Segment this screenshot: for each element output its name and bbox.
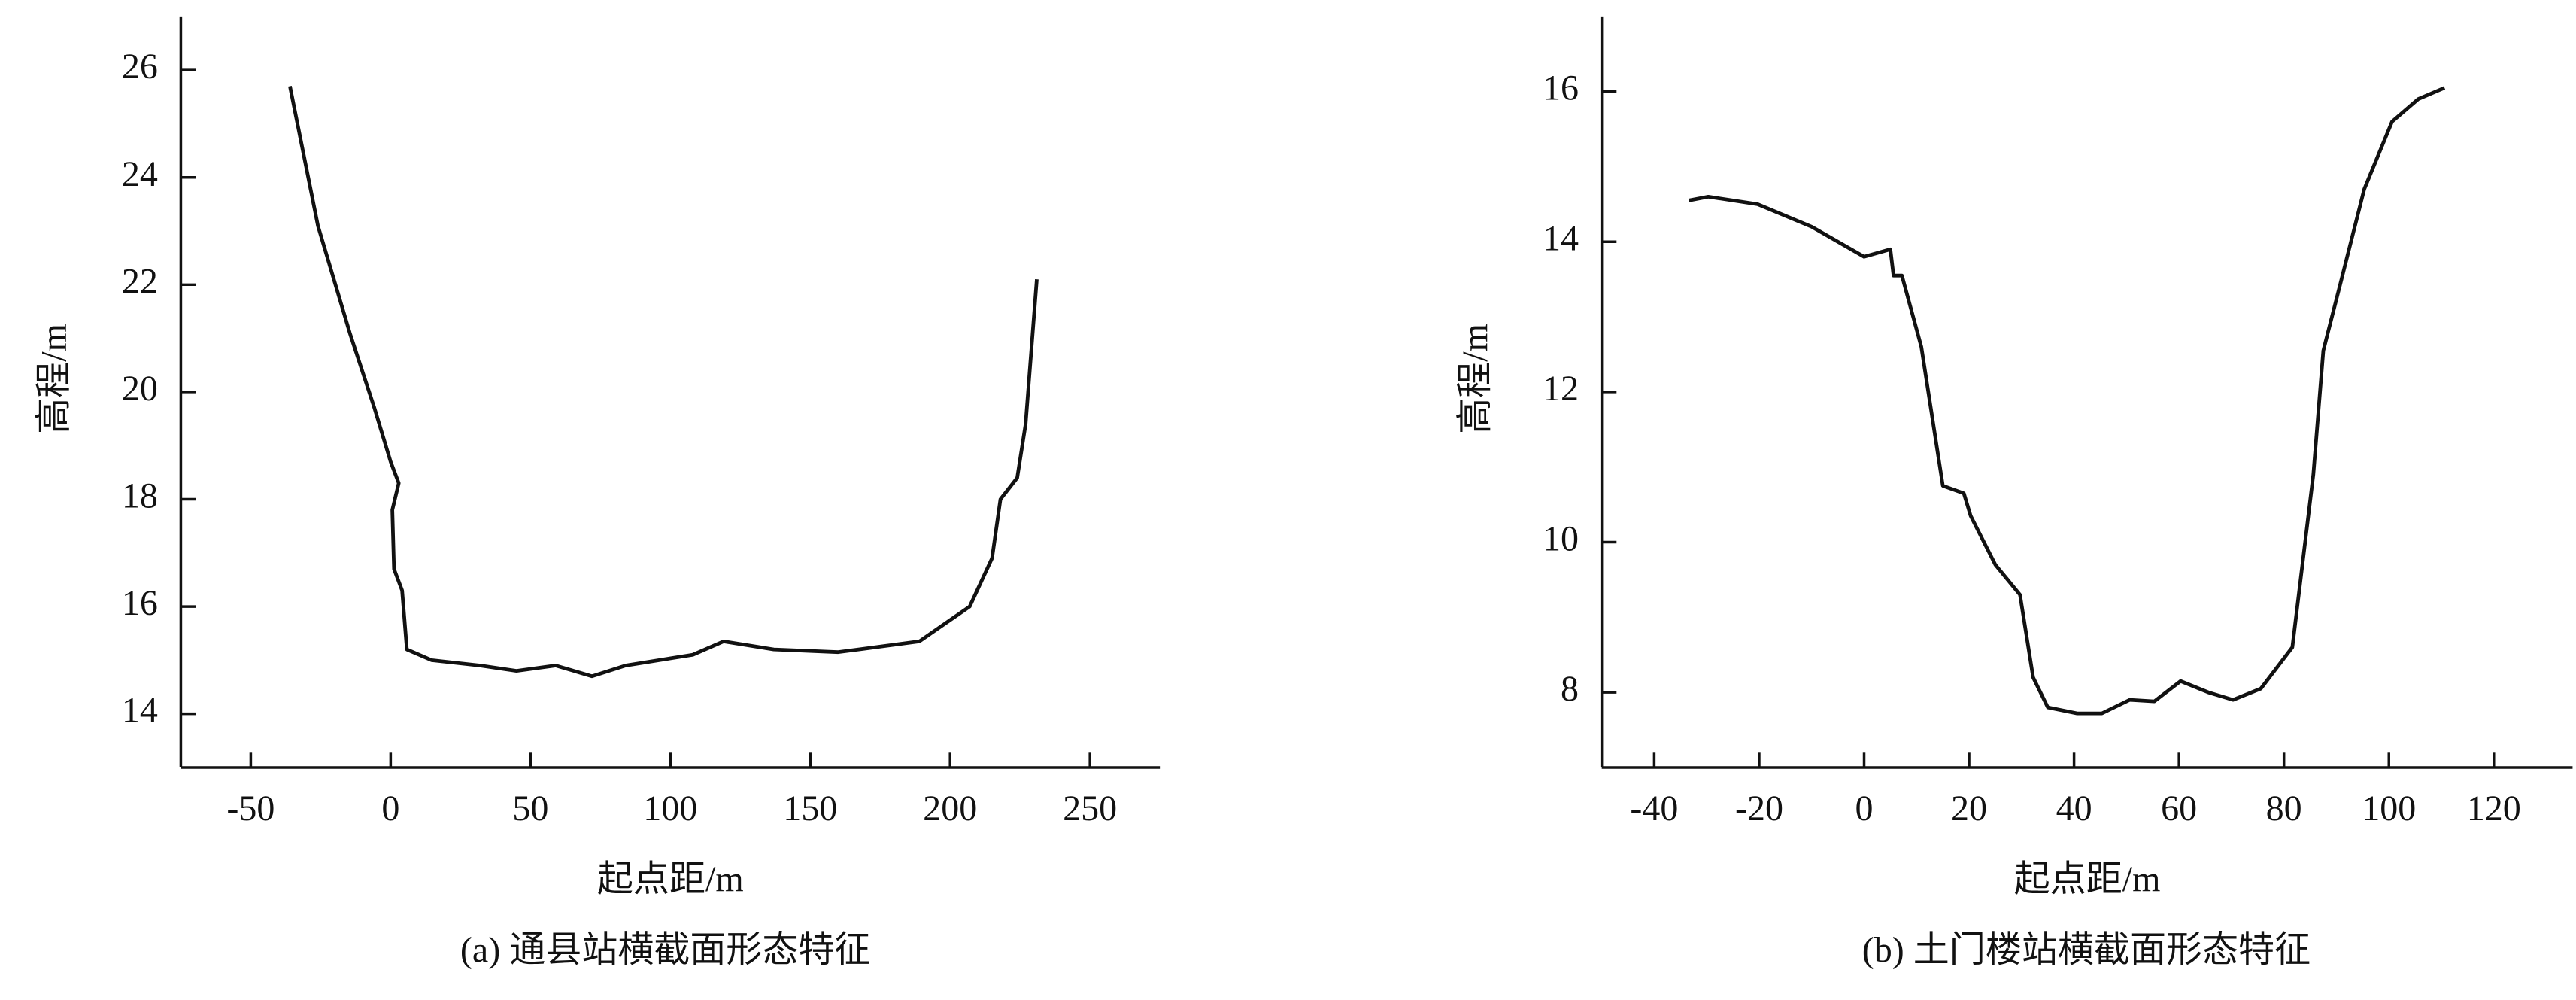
x-tick-label: 200 bbox=[923, 789, 977, 828]
y-tick-label: 16 bbox=[122, 583, 158, 623]
x-tick-label: -50 bbox=[226, 789, 275, 828]
y-tick-label: 26 bbox=[122, 47, 158, 87]
y-tick-label: 22 bbox=[122, 261, 158, 301]
y-axis-label: 高程/m bbox=[35, 324, 74, 434]
x-tick-label: 120 bbox=[2467, 789, 2521, 828]
data-line bbox=[1689, 86, 2446, 716]
y-tick-label: 10 bbox=[1543, 519, 1579, 559]
x-tick-label: -40 bbox=[1630, 789, 1678, 828]
x-tick-label: 20 bbox=[1951, 789, 1987, 828]
x-tick-label: 0 bbox=[1855, 789, 1874, 828]
y-tick-label: 12 bbox=[1543, 369, 1579, 409]
y-tick-label: 16 bbox=[1543, 68, 1579, 108]
x-tick-label: 60 bbox=[2161, 789, 2197, 828]
y-tick-label: 24 bbox=[122, 154, 158, 194]
y-tick-label: 8 bbox=[1561, 669, 1579, 709]
x-tick-label: 100 bbox=[2362, 789, 2416, 828]
x-tick-label: 50 bbox=[512, 789, 548, 828]
y-tick-label: 18 bbox=[122, 476, 158, 516]
caption: (b) 土门楼站横截面形态特征 bbox=[1862, 930, 2311, 970]
x-axis-label: 起点距/m bbox=[2014, 859, 2161, 899]
x-tick-label: 40 bbox=[2056, 789, 2092, 828]
x-tick-label: -20 bbox=[1735, 789, 1783, 828]
x-tick-label: 150 bbox=[783, 789, 837, 828]
caption: (a) 通县站横截面形态特征 bbox=[460, 930, 871, 970]
x-axis-label: 起点距/m bbox=[597, 859, 744, 899]
x-tick-label: 80 bbox=[2266, 789, 2302, 828]
y-tick-label: 14 bbox=[1543, 218, 1579, 258]
x-tick-label: 100 bbox=[643, 789, 697, 828]
y-tick-label: 14 bbox=[122, 691, 158, 731]
x-tick-label: 0 bbox=[381, 789, 399, 828]
data-line bbox=[288, 86, 1039, 679]
y-axis-label: 高程/m bbox=[1455, 324, 1495, 434]
x-tick-label: 250 bbox=[1063, 789, 1117, 828]
y-tick-label: 20 bbox=[122, 369, 158, 409]
